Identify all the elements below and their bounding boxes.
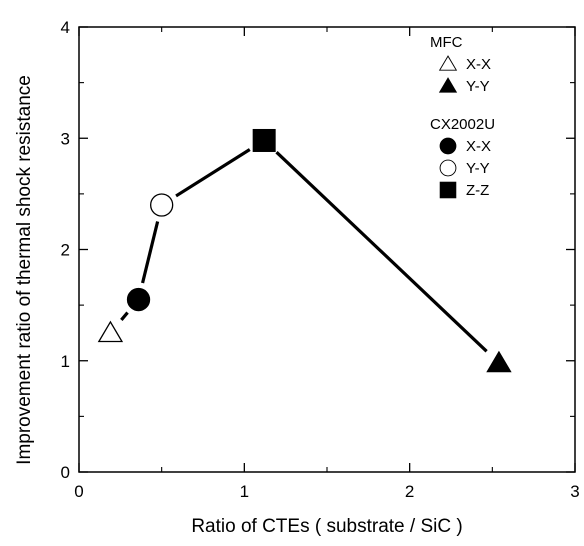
legend-group-title-cx2002u: CX2002U [430,116,495,133]
x-tick-label-3: 3 [570,482,579,501]
x-tick-label-1: 1 [240,482,249,501]
y-tick-label-1: 1 [61,352,70,371]
line-segment-1 [141,221,160,284]
x-tick-label-2: 2 [405,482,414,501]
legend-label-cx2002u-z-z: Z-Z [466,182,489,199]
plot-area-frame [78,26,576,473]
legend-label-mfc-x-x: X-X [466,56,491,73]
point-cx2002u-z-z [252,128,276,152]
legend-marker-cx2002u-x-x [439,137,457,155]
line-segment-0 [120,311,129,321]
legend-group-title-mfc: MFC [430,34,463,51]
axis-ticks [78,26,576,473]
legend-marker-mfc-x-x [438,55,458,71]
tick-labels: 0 1 2 3 0 1 2 3 4 [61,18,580,501]
y-axis-label: Improvement ratio of thermal shock resis… [14,75,35,465]
legend-marker-cx2002u-y-y [439,159,457,177]
line-segment-2 [175,148,251,198]
legend-label-mfc-y-y: Y-Y [466,78,490,95]
y-tick-label-2: 2 [61,241,70,260]
point-mfc-x-x [97,320,124,343]
point-mfc-y-y [486,350,512,373]
line-segment-3 [275,151,488,353]
y-tick-label-4: 4 [61,18,70,37]
point-cx2002u-y-y [150,193,174,217]
connecting-line [120,148,488,353]
x-axis-label: Ratio of CTEs ( substrate / SiC ) [191,516,462,537]
y-tick-label-0: 0 [61,463,70,482]
point-cx2002u-x-x [126,287,151,312]
y-tick-label-3: 3 [61,129,70,148]
legend-label-cx2002u-y-y: Y-Y [466,160,490,177]
legend-marker-cx2002u-z-z [439,181,457,199]
legend-marker-mfc-y-y [438,77,458,93]
x-tick-label-0: 0 [74,482,83,501]
legend-label-cx2002u-x-x: X-X [466,138,491,155]
data-markers [97,128,512,373]
